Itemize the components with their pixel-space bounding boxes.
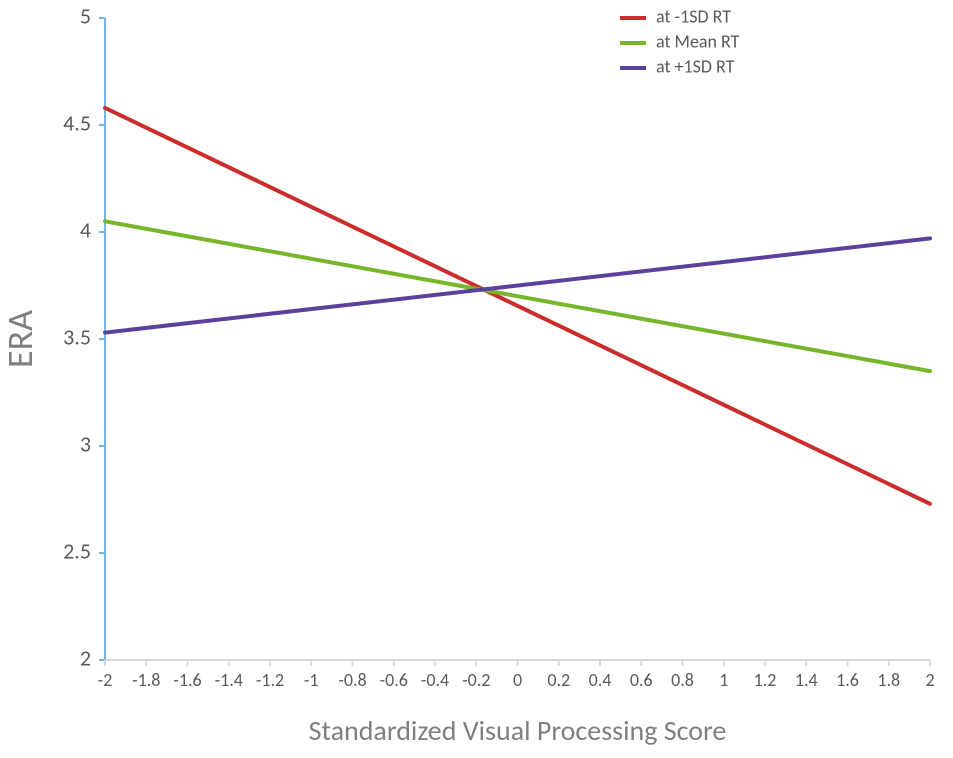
x-tick-label: -0.2 (462, 669, 490, 691)
chart-svg: 2 2.5 3 3.5 4 4.5 5 -2 -1.8 -1.6 -1.4 -1.2 -1 -0.8 -0.… (0, 0, 953, 758)
y-tick-label: 3.5 (63, 323, 91, 350)
x-tick-label: -1.2 (256, 669, 284, 691)
x-tick-label: -0.6 (380, 669, 408, 691)
x-tick-label: 0.4 (589, 669, 612, 691)
x-tick-label: -1.6 (173, 669, 201, 691)
line-chart: 2 2.5 3 3.5 4 4.5 5 -2 -1.8 -1.6 -1.4 -1.2 -1 -0.8 -0.… (0, 0, 953, 758)
x-tick-label: -1.4 (215, 669, 243, 691)
x-tick-label: -0.8 (338, 669, 366, 691)
x-tick-label: -1 (304, 669, 319, 691)
y-tick-label: 3 (80, 430, 91, 457)
legend-label-2: at +1SD RT (656, 55, 735, 77)
x-tick-label: 1.2 (754, 669, 777, 691)
x-tick-label: 1.6 (836, 669, 859, 691)
x-tick-label: 0.8 (671, 669, 694, 691)
chart-background (0, 0, 953, 758)
x-tick-label: 1.4 (795, 669, 818, 691)
chart-legend: at -1SD RT at Mean RT at +1SD RT (620, 5, 740, 77)
x-tick-label: 1.8 (877, 669, 900, 691)
x-tick-label: 0.2 (547, 669, 570, 691)
y-tick-label: 4.5 (63, 109, 91, 136)
x-tick-label: 0 (513, 669, 522, 691)
y-tick-label: 2 (80, 644, 91, 671)
x-tick-label: -2 (98, 669, 113, 691)
y-tick-label: 2.5 (63, 537, 91, 564)
y-axis-label: ERA (0, 310, 42, 368)
x-tick-label: 2 (925, 669, 934, 691)
y-tick-label: 4 (80, 216, 91, 243)
x-tick-label: -0.4 (421, 669, 449, 691)
x-tick-label: 1 (719, 669, 728, 691)
x-tick-label: 0.6 (630, 669, 653, 691)
x-tick-label: -1.8 (132, 669, 160, 691)
legend-label-1: at Mean RT (656, 30, 740, 52)
y-tick-label: 5 (80, 2, 91, 29)
x-axis-label: Standardized Visual Processing Score (309, 713, 727, 748)
legend-label-0: at -1SD RT (656, 5, 731, 27)
